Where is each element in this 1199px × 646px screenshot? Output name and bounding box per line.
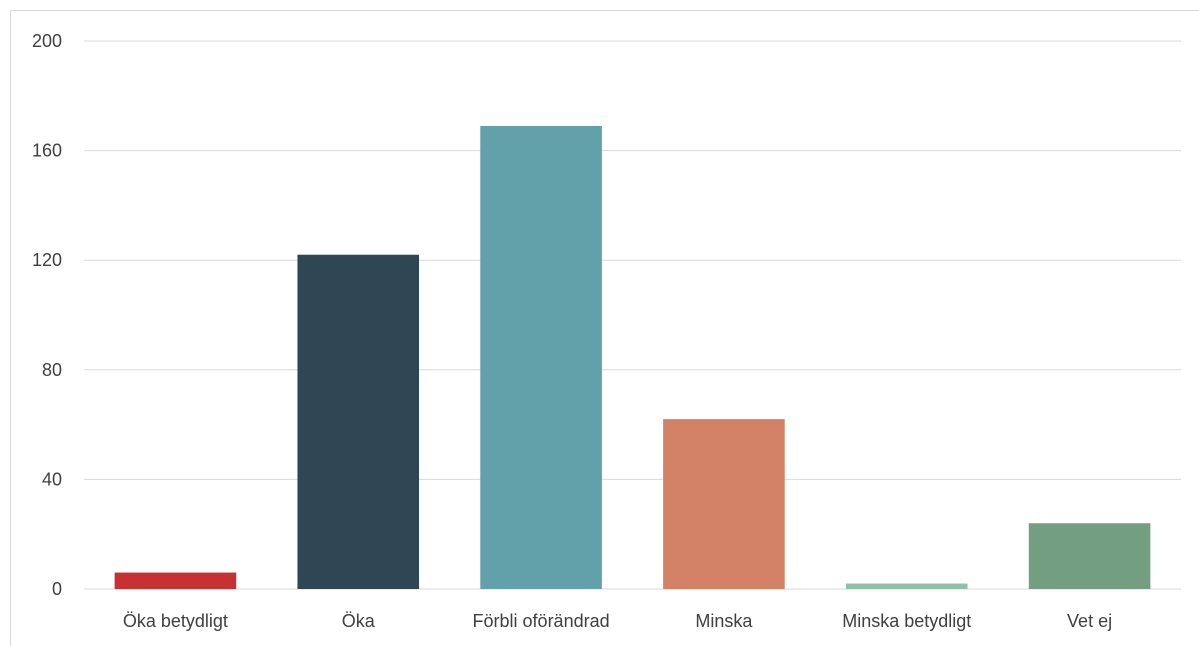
y-tick-label: 0 [52,579,62,599]
x-axis-tick-labels: Öka betydligt Öka Förbli oförändrad Minska M… [123,611,1112,631]
chart-frame [10,10,1199,646]
gridlines [84,40,1181,590]
bar-2 [297,254,420,589]
x-tick-label: Öka [342,611,376,631]
x-tick-label: Förbli oförändrad [473,611,610,631]
y-tick-label: 200 [32,31,62,51]
y-tick-label: 80 [42,360,62,380]
y-tick-label: 40 [42,469,62,489]
x-tick-label: Vet ej [1067,611,1112,631]
bar-1 [114,572,237,589]
x-tick-label: Öka betydligt [123,611,228,631]
bar-5 [845,583,968,589]
x-tick-label: Minska betydligt [842,611,971,631]
y-tick-label: 120 [32,250,62,270]
bars [114,125,1151,589]
y-tick-label: 160 [32,141,62,161]
bar-6 [1028,523,1151,589]
y-axis-tick-labels: 0 40 80 120 160 200 [32,31,62,599]
bar-3 [480,125,602,589]
bar-4 [663,419,785,589]
x-tick-label: Minska [695,611,753,631]
